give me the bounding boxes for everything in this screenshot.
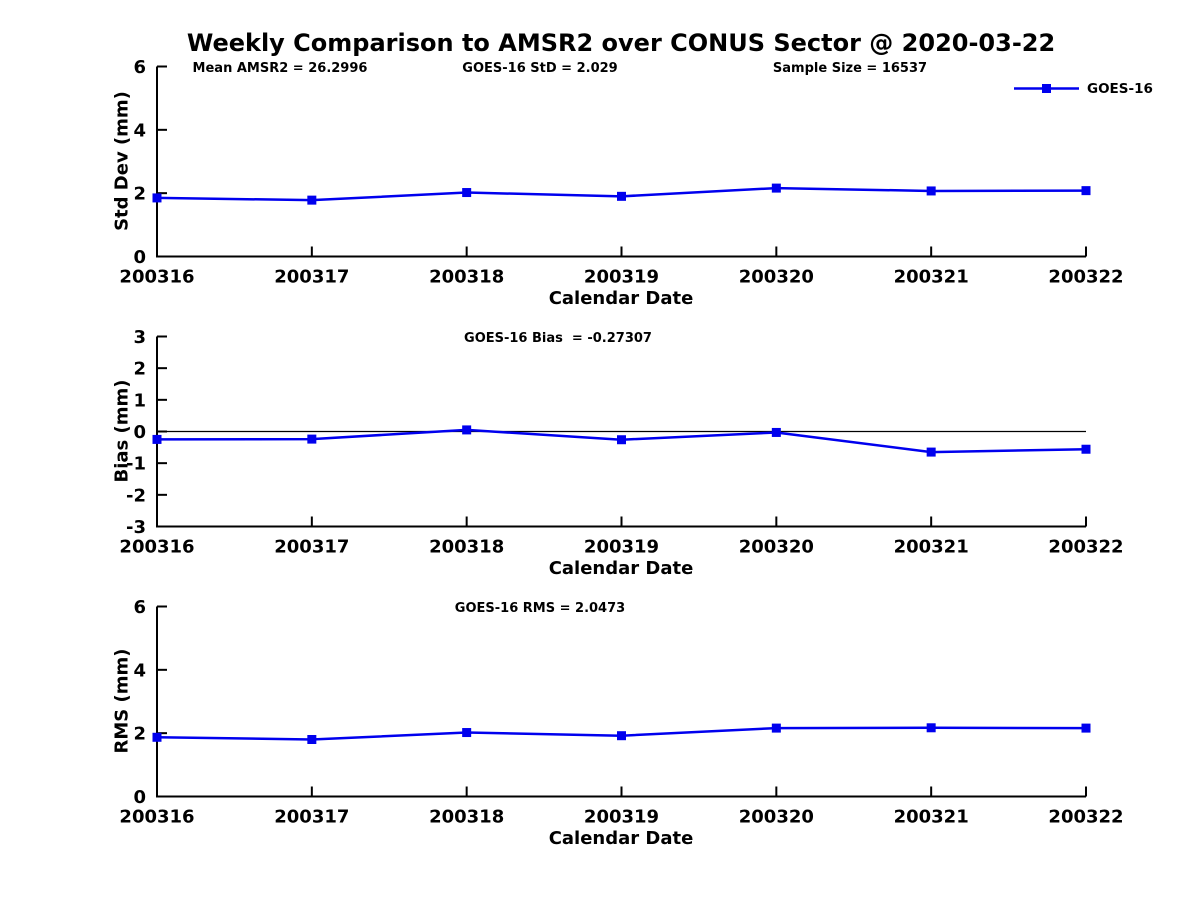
annotation-goes16-rms: GOES-16 RMS = 2.0473 — [454, 601, 626, 616]
y-tick-label: 2 — [133, 184, 146, 205]
y-tick-label: 6 — [133, 57, 146, 78]
series-marker — [926, 723, 936, 733]
x-tick-label: 200320 — [739, 537, 814, 558]
series-marker — [1081, 723, 1091, 733]
x-tick-label: 200318 — [429, 267, 504, 288]
series-marker — [152, 732, 162, 742]
x-tick-label: 200322 — [1048, 537, 1123, 558]
annotation-mean-amsr2: Mean AMSR2 = 26.2996 — [192, 61, 368, 76]
x-tick-label: 200321 — [894, 807, 969, 828]
annotation-goes16-bias: GOES-16 Bias = -0.27307 — [464, 331, 652, 346]
legend-swatch — [1014, 84, 1079, 93]
x-tick-label: 200320 — [739, 267, 814, 288]
x-tick-label: 200317 — [274, 807, 349, 828]
y-tick-label: 6 — [133, 597, 146, 618]
series-marker — [152, 434, 162, 444]
y-tick-label: 1 — [133, 390, 146, 411]
series-marker — [152, 193, 162, 203]
series-marker — [462, 188, 472, 198]
x-tick-label: 200322 — [1048, 267, 1123, 288]
series-marker — [771, 427, 781, 437]
x-axis-label-chart3: Calendar Date — [548, 828, 694, 849]
series-marker — [307, 735, 317, 744]
series-marker — [617, 731, 626, 741]
series-marker — [307, 434, 317, 444]
series-marker — [1081, 186, 1091, 196]
annotation-sample-size: Sample Size = 16537 — [772, 61, 928, 76]
x-axis-label-chart1: Calendar Date — [548, 288, 694, 309]
chart-1: 0 2 4 6 200316 200317 200318 200319 200320 200321… — [119, 57, 1123, 288]
legend-label: GOES-16 — [1087, 81, 1153, 97]
x-tick-label: 200320 — [739, 807, 814, 828]
series-marker — [771, 183, 781, 193]
x-tick-label: 200317 — [274, 267, 349, 288]
x-tick-label: 200316 — [119, 267, 194, 288]
x-axis-label-chart2: Calendar Date — [548, 558, 694, 579]
y-tick-label: 2 — [133, 724, 146, 745]
chart-2: -3 -2 -1 0 1 2 3 200316 200317 200318 200319 200320… — [119, 327, 1123, 558]
x-tick-label: 200319 — [584, 537, 659, 558]
y-tick-label: 4 — [133, 120, 146, 141]
y-tick-label: -1 — [126, 454, 146, 475]
x-tick-label: 200319 — [584, 267, 659, 288]
series-marker — [926, 447, 936, 457]
series-marker — [462, 728, 472, 738]
series-marker — [617, 191, 626, 201]
legend-marker — [1042, 84, 1051, 93]
y-tick-label: 4 — [133, 660, 146, 681]
series-marker — [771, 723, 781, 733]
y-tick-label: 0 — [133, 247, 146, 268]
x-tick-label: 200322 — [1048, 807, 1123, 828]
y-tick-label: -2 — [126, 485, 146, 506]
x-tick-label: 200321 — [894, 267, 969, 288]
series-marker — [462, 425, 472, 435]
y-tick-label: 3 — [133, 327, 146, 348]
x-tick-label: 200321 — [894, 537, 969, 558]
x-tick-label: 200316 — [119, 537, 194, 558]
y-tick-label: 0 — [133, 422, 146, 443]
x-tick-label: 200319 — [584, 807, 659, 828]
x-tick-label: 200318 — [429, 807, 504, 828]
annotation-goes16-std: GOES-16 StD = 2.029 — [462, 61, 618, 76]
y-tick-label: 0 — [133, 787, 146, 808]
series-marker — [617, 435, 626, 445]
x-tick-label: 200317 — [274, 537, 349, 558]
y-tick-label: -3 — [126, 517, 146, 538]
series-marker — [307, 195, 317, 205]
y-tick-label: 2 — [133, 359, 146, 380]
series-marker — [1081, 444, 1091, 454]
x-tick-label: 200318 — [429, 537, 504, 558]
series-marker — [926, 186, 936, 196]
figure-title: Weekly Comparison to AMSR2 over CONUS Se… — [186, 29, 1056, 57]
x-tick-label: 200316 — [119, 807, 194, 828]
chart-3: 0 2 4 6 200316 200317 200318 200319 200320 200321… — [119, 597, 1123, 828]
